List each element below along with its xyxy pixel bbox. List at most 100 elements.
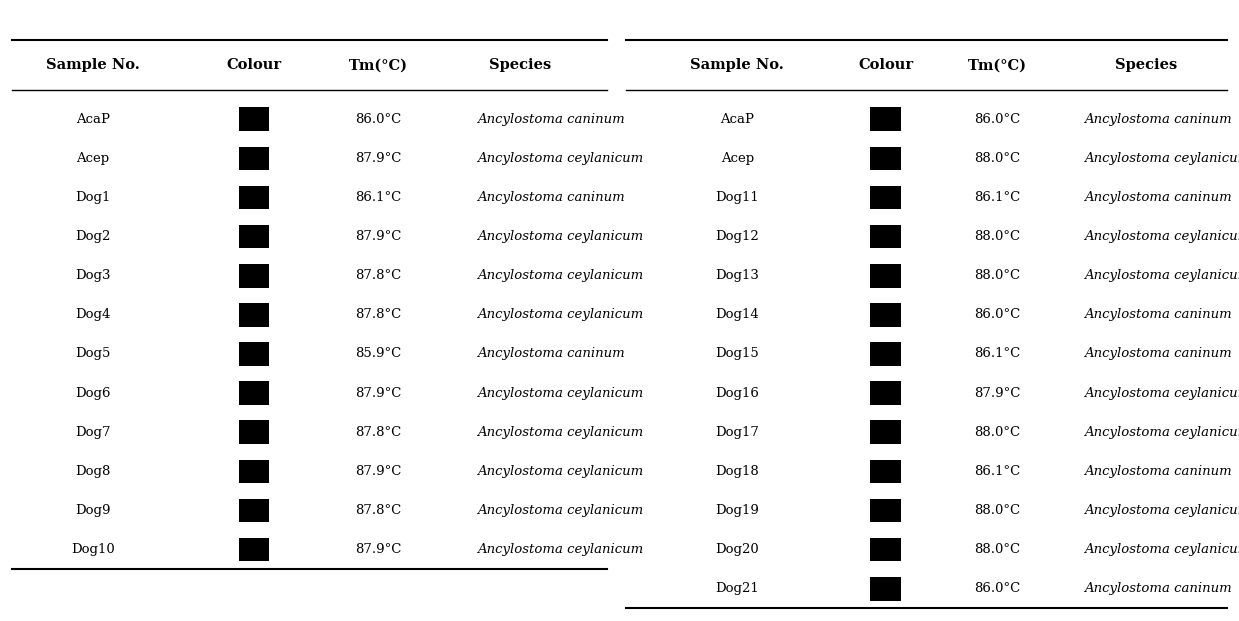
Text: Species: Species (489, 58, 551, 72)
Bar (238, 499, 269, 522)
Text: Sample No.: Sample No. (690, 58, 784, 72)
Bar (870, 538, 902, 561)
Text: 86.0°C: 86.0°C (354, 113, 401, 125)
Text: Dog20: Dog20 (715, 543, 760, 556)
Bar (870, 420, 902, 444)
Bar (238, 107, 269, 131)
Text: 87.9°C: 87.9°C (354, 387, 401, 399)
Text: Dog10: Dog10 (71, 543, 115, 556)
Text: Tm(°C): Tm(°C) (348, 58, 408, 72)
Text: Ancylostoma ceylanicum: Ancylostoma ceylanicum (1084, 387, 1239, 399)
Text: 87.9°C: 87.9°C (354, 543, 401, 556)
Text: Ancylostoma caninum: Ancylostoma caninum (477, 113, 624, 125)
Text: Dog14: Dog14 (715, 309, 760, 321)
Text: Colour: Colour (227, 58, 281, 72)
Text: Species: Species (1115, 58, 1177, 72)
Text: 86.1°C: 86.1°C (974, 465, 1021, 478)
Text: Dog11: Dog11 (715, 191, 760, 204)
Bar (238, 225, 269, 248)
Text: Dog3: Dog3 (76, 270, 110, 282)
Bar (238, 420, 269, 444)
Text: Ancylostoma ceylanicum: Ancylostoma ceylanicum (1084, 543, 1239, 556)
Text: Ancylostoma ceylanicum: Ancylostoma ceylanicum (477, 465, 643, 478)
Text: Ancylostoma caninum: Ancylostoma caninum (1084, 309, 1232, 321)
Text: Ancylostoma ceylanicum: Ancylostoma ceylanicum (477, 309, 643, 321)
Text: Ancylostoma caninum: Ancylostoma caninum (477, 348, 624, 360)
Bar (870, 225, 902, 248)
Text: Ancylostoma ceylanicum: Ancylostoma ceylanicum (477, 387, 643, 399)
Bar (870, 147, 902, 170)
Text: Dog4: Dog4 (76, 309, 110, 321)
Text: Dog5: Dog5 (76, 348, 110, 360)
Bar (870, 303, 902, 327)
Bar (238, 460, 269, 483)
Text: 86.0°C: 86.0°C (974, 113, 1021, 125)
Text: Ancylostoma caninum: Ancylostoma caninum (1084, 582, 1232, 595)
Bar (238, 381, 269, 405)
Bar (238, 342, 269, 366)
Text: Ancylostoma ceylanicum: Ancylostoma ceylanicum (1084, 426, 1239, 438)
Text: Dog2: Dog2 (76, 230, 110, 243)
Text: 88.0°C: 88.0°C (974, 543, 1021, 556)
Bar (238, 538, 269, 561)
Bar (870, 264, 902, 288)
Text: Dog18: Dog18 (715, 465, 760, 478)
Text: 87.9°C: 87.9°C (354, 230, 401, 243)
Text: 87.9°C: 87.9°C (354, 152, 401, 165)
Text: Ancylostoma ceylanicum: Ancylostoma ceylanicum (477, 270, 643, 282)
Text: Dog9: Dog9 (76, 504, 110, 517)
Text: Ancylostoma ceylanicum: Ancylostoma ceylanicum (477, 504, 643, 517)
Text: Ancylostoma caninum: Ancylostoma caninum (1084, 465, 1232, 478)
Bar (870, 107, 902, 131)
Text: Ancylostoma caninum: Ancylostoma caninum (1084, 113, 1232, 125)
Text: Ancylostoma ceylanicum: Ancylostoma ceylanicum (1084, 152, 1239, 165)
Text: Dog7: Dog7 (76, 426, 110, 438)
Bar (870, 577, 902, 601)
Text: 87.9°C: 87.9°C (974, 387, 1021, 399)
Text: 86.1°C: 86.1°C (974, 191, 1021, 204)
Text: 88.0°C: 88.0°C (974, 152, 1021, 165)
Text: Acep: Acep (721, 152, 753, 165)
Bar (870, 460, 902, 483)
Text: 88.0°C: 88.0°C (974, 426, 1021, 438)
Text: Dog16: Dog16 (715, 387, 760, 399)
Text: 87.9°C: 87.9°C (354, 465, 401, 478)
Text: 88.0°C: 88.0°C (974, 270, 1021, 282)
Text: 86.1°C: 86.1°C (354, 191, 401, 204)
Bar (870, 342, 902, 366)
Text: 87.8°C: 87.8°C (354, 270, 401, 282)
Bar (238, 186, 269, 209)
Text: Dog15: Dog15 (715, 348, 760, 360)
Text: 86.0°C: 86.0°C (974, 582, 1021, 595)
Text: Ancylostoma caninum: Ancylostoma caninum (1084, 191, 1232, 204)
Text: Ancylostoma ceylanicum: Ancylostoma ceylanicum (1084, 230, 1239, 243)
Text: Colour: Colour (859, 58, 913, 72)
Text: 86.0°C: 86.0°C (974, 309, 1021, 321)
Text: Ancylostoma ceylanicum: Ancylostoma ceylanicum (477, 152, 643, 165)
Bar (238, 147, 269, 170)
Text: 86.1°C: 86.1°C (974, 348, 1021, 360)
Bar (870, 186, 902, 209)
Text: Dog17: Dog17 (715, 426, 760, 438)
Text: Ancylostoma ceylanicum: Ancylostoma ceylanicum (477, 543, 643, 556)
Text: Ancylostoma ceylanicum: Ancylostoma ceylanicum (477, 426, 643, 438)
Text: Dog1: Dog1 (76, 191, 110, 204)
Bar (238, 303, 269, 327)
Text: 88.0°C: 88.0°C (974, 504, 1021, 517)
Text: 87.8°C: 87.8°C (354, 309, 401, 321)
Text: AcaP: AcaP (720, 113, 755, 125)
Text: 87.8°C: 87.8°C (354, 504, 401, 517)
Text: Tm(°C): Tm(°C) (968, 58, 1027, 72)
Text: AcaP: AcaP (76, 113, 110, 125)
Text: Ancylostoma ceylanicum: Ancylostoma ceylanicum (1084, 504, 1239, 517)
Text: Ancylostoma caninum: Ancylostoma caninum (477, 191, 624, 204)
Text: Dog8: Dog8 (76, 465, 110, 478)
Text: Acep: Acep (77, 152, 109, 165)
Text: Ancylostoma caninum: Ancylostoma caninum (1084, 348, 1232, 360)
Bar (238, 264, 269, 288)
Text: Dog6: Dog6 (76, 387, 110, 399)
Text: 85.9°C: 85.9°C (354, 348, 401, 360)
Text: Dog19: Dog19 (715, 504, 760, 517)
Text: Dog13: Dog13 (715, 270, 760, 282)
Text: 87.8°C: 87.8°C (354, 426, 401, 438)
